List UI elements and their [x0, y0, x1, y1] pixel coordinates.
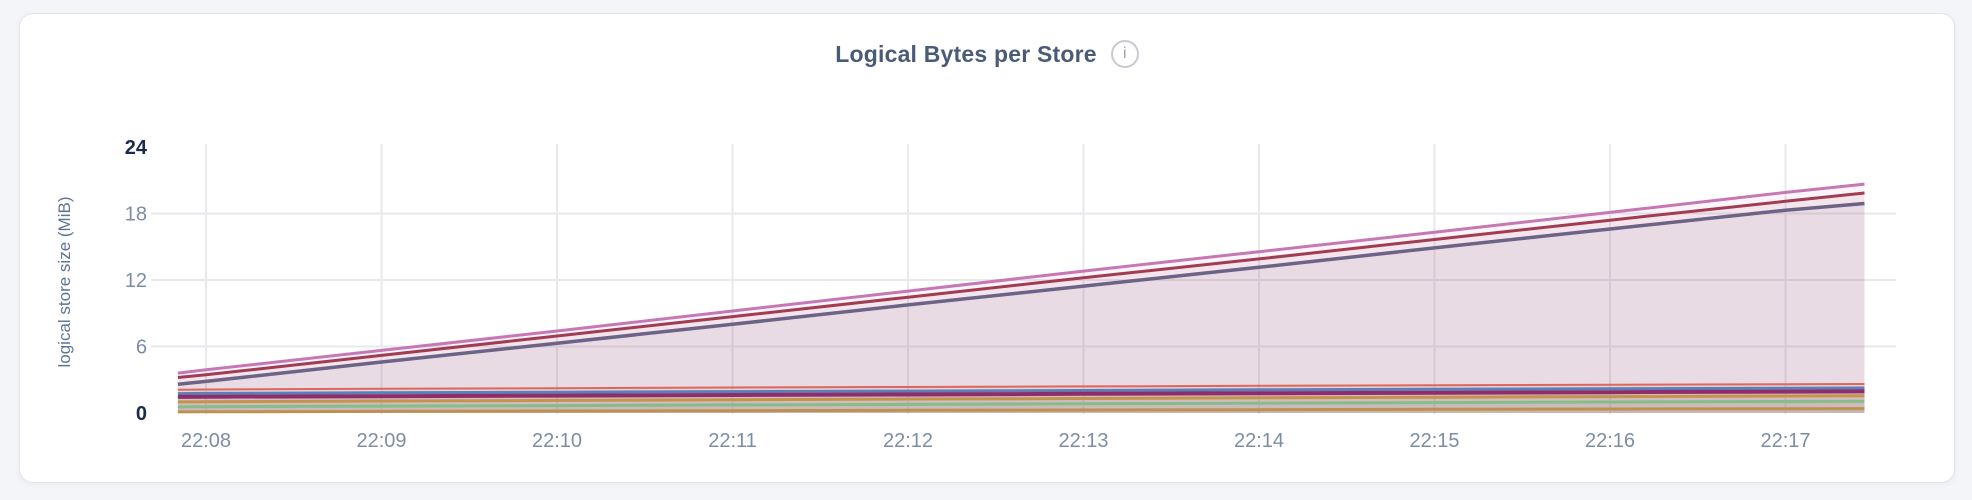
x-tick-label: 22:10 — [532, 430, 582, 452]
x-tick-label: 22:15 — [1409, 430, 1459, 452]
series-line-series-1 — [177, 182, 1865, 375]
x-tick-label: 22:13 — [1058, 430, 1108, 452]
series-area-series-3 — [177, 203, 1865, 413]
series-line-series-6 — [177, 389, 1865, 399]
series-line-series-4 — [177, 383, 1865, 391]
y-tick-label: 6 — [136, 337, 147, 359]
series-line-series-8 — [177, 399, 1865, 409]
x-tick-label: 22:09 — [356, 430, 406, 452]
y-tick-label: 0 — [136, 403, 147, 425]
chart-title: Logical Bytes per Store — [835, 40, 1097, 67]
x-tick-label: 22:17 — [1760, 430, 1810, 452]
y-tick-label: 24 — [125, 137, 148, 159]
series-line-series-9 — [177, 407, 1865, 414]
series-area-series-1 — [177, 184, 1865, 413]
x-tick-label: 22:11 — [708, 430, 757, 452]
chart-header: Logical Bytes per Store i — [20, 40, 1954, 68]
info-icon-glyph: i — [1122, 45, 1127, 62]
y-tick-label: 18 — [125, 204, 147, 226]
y-tick-label: 12 — [125, 270, 147, 292]
series-line-series-2 — [177, 191, 1865, 379]
chart-card: Logical Bytes per Store i logical store … — [19, 13, 1955, 483]
info-icon[interactable]: i — [1110, 40, 1139, 68]
series-line-series-5 — [177, 386, 1865, 396]
series-line-series-3 — [177, 201, 1865, 386]
x-tick-label: 22:14 — [1234, 430, 1284, 452]
x-tick-label: 22:12 — [883, 430, 933, 452]
chart-canvas[interactable]: 0 6 12 18 24 22:08 22:09 22:10 22:11 22:12 22:13 22… — [20, 14, 1956, 484]
series-line-series-7 — [177, 394, 1865, 404]
x-tick-label: 22:08 — [181, 430, 231, 452]
x-tick-label: 22:16 — [1585, 430, 1635, 452]
